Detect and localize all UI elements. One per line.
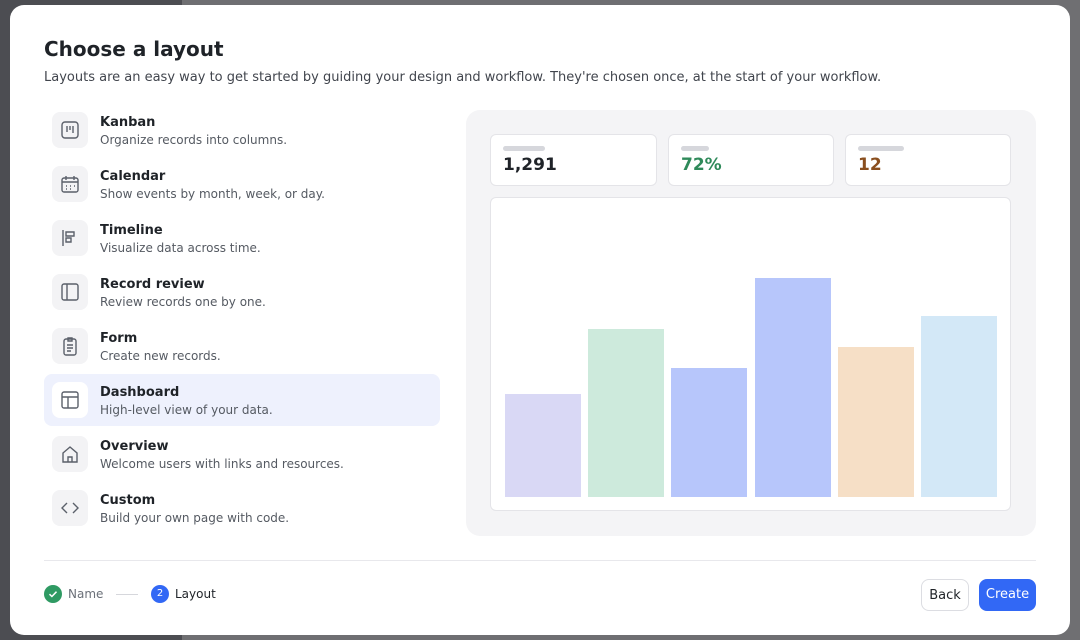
modal-title: Choose a layout: [44, 37, 224, 61]
preview-chart: [490, 197, 1011, 511]
layout-icon: [52, 166, 88, 202]
layout-name: Form: [100, 331, 138, 346]
layout-description: Welcome users with links and resources.: [100, 457, 344, 471]
preview-panel: 1,291 72% 12: [466, 110, 1036, 536]
step-number: 2: [151, 585, 169, 603]
layout-icon: [52, 220, 88, 256]
layout-option[interactable]: Custom Build your own page with code.: [44, 482, 440, 534]
stat-value: 72%: [681, 155, 722, 175]
layout-option[interactable]: Form Create new records.: [44, 320, 440, 372]
layout-icon: [52, 436, 88, 472]
stat-card: 72%: [668, 134, 834, 186]
footer-divider: [44, 560, 1036, 561]
layout-option[interactable]: Overview Welcome users with links and res…: [44, 428, 440, 480]
layout-description: Organize records into columns.: [100, 133, 288, 147]
layout-icon: [52, 328, 88, 364]
stat-card: 12: [845, 134, 1011, 186]
layout-name: Calendar: [100, 169, 166, 184]
layout-description: Show events by month, week, or day.: [100, 187, 325, 201]
layout-icon: [52, 490, 88, 526]
back-button[interactable]: Back: [921, 579, 969, 611]
layout-name: Overview: [100, 439, 169, 454]
layout-description: Create new records.: [100, 349, 221, 363]
layout-icon: [52, 112, 88, 148]
layout-modal: Choose a layout Layouts are an easy way …: [10, 5, 1070, 635]
step-done-icon: [44, 585, 62, 603]
layout-name: Dashboard: [100, 385, 180, 400]
layout-description: High-level view of your data.: [100, 403, 273, 417]
layout-description: Visualize data across time.: [100, 241, 261, 255]
layout-option[interactable]: Record review Review records one by one.: [44, 266, 440, 318]
modal-subtitle: Layouts are an easy way to get started b…: [44, 70, 882, 85]
layout-icon: [52, 274, 88, 310]
layout-description: Review records one by one.: [100, 295, 266, 309]
layout-name: Custom: [100, 493, 156, 508]
layout-name: Record review: [100, 277, 205, 292]
layout-option[interactable]: Kanban Organize records into columns.: [44, 104, 440, 156]
layout-option[interactable]: Timeline Visualize data across time.: [44, 212, 440, 264]
layout-description: Build your own page with code.: [100, 511, 290, 525]
stat-value: 12: [858, 155, 882, 175]
layout-icon: [52, 382, 88, 418]
layout-option[interactable]: Dashboard High-level view of your data.: [44, 374, 440, 426]
layout-option[interactable]: Calendar Show events by month, week, or d…: [44, 158, 440, 210]
stat-card: 1,291: [490, 134, 657, 186]
layout-name: Timeline: [100, 223, 163, 238]
step-connector: [116, 594, 138, 595]
step-label: Name: [68, 587, 104, 601]
layout-name: Kanban: [100, 115, 156, 130]
stat-value: 1,291: [503, 155, 557, 175]
step-label: Layout: [175, 587, 216, 601]
create-button[interactable]: Create: [979, 579, 1036, 611]
